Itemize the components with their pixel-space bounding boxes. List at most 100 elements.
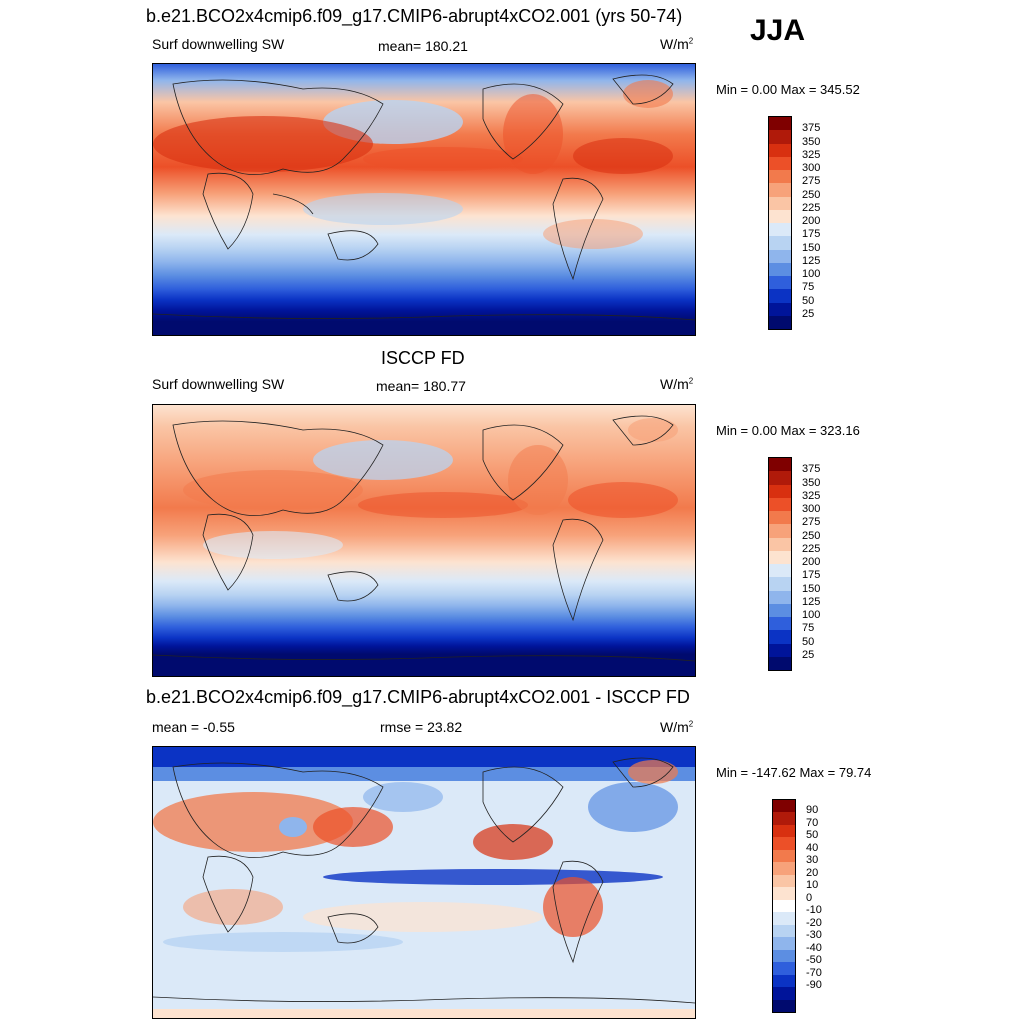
mean-label: mean = -0.55 <box>152 719 235 735</box>
colorbar-tick-label: 350 <box>802 135 821 148</box>
colorbar-tick-label: 200 <box>802 215 821 227</box>
map-plot-observation <box>152 404 696 677</box>
colorbar-swatch <box>769 537 791 551</box>
colorbar-swatch <box>769 471 791 485</box>
min-max-label: Min = -147.62 Max = 79.74 <box>716 765 872 780</box>
colorbar-swatch <box>769 564 791 578</box>
colorbar-tick-label: 225 <box>802 201 821 214</box>
colorbar-tick-label: 70 <box>806 816 819 829</box>
colorbar-swatch <box>773 999 795 1012</box>
colorbar-tick-label: 175 <box>802 228 821 241</box>
colorbar-swatch <box>769 524 791 538</box>
season-label: JJA <box>750 14 806 47</box>
colorbar-swatch <box>769 315 791 329</box>
colorbar-swatch <box>769 156 791 170</box>
colorbar-swatch <box>773 899 795 913</box>
colorbar-tick-label: 0 <box>806 891 813 904</box>
colorbar-swatch <box>769 276 791 290</box>
colorbar-tick-label: 150 <box>802 582 821 595</box>
colorbar-tick-label: 20 <box>806 866 819 879</box>
colorbar-swatch <box>769 511 791 525</box>
colorbar-swatch <box>773 974 795 988</box>
units-label: W/m2 <box>660 36 694 52</box>
colorbar-swatch <box>773 924 795 938</box>
colorbar-swatch <box>773 949 795 963</box>
colorbar-tick-label: 75 <box>802 622 815 635</box>
colorbar-swatch <box>769 302 791 316</box>
colorbar-swatch <box>769 262 791 276</box>
colorbar-swatch <box>773 800 795 813</box>
colorbar-tick-label: -70 <box>806 966 822 979</box>
colorbar-tick-label: 90 <box>806 804 819 817</box>
colorbar-tick-label: 275 <box>802 175 821 188</box>
colorbar-swatch <box>773 937 795 950</box>
rmse-label: rmse = 23.82 <box>380 719 463 735</box>
colorbar-swatch <box>773 824 795 838</box>
colorbar-tick-label: 325 <box>802 489 821 502</box>
colorbar-swatch <box>769 223 791 237</box>
colorbar-swatch <box>769 458 791 472</box>
colorbar-tick-label: 40 <box>806 841 819 854</box>
colorbar-swatch <box>769 550 791 564</box>
variable-label: Surf downwelling SW <box>152 36 285 52</box>
colorbar-swatch <box>769 497 791 511</box>
colorbar-swatch <box>769 170 791 184</box>
colorbar-tick-label: 25 <box>802 648 815 661</box>
colorbar-swatch <box>773 874 795 888</box>
colorbar-tick-label: 250 <box>802 188 821 201</box>
colorbar-swatch <box>773 812 795 825</box>
map-image <box>153 747 695 1018</box>
colorbar-ticks-difference: 90 70 50 40 30 20 10 0 -10 -20 -30 -40 -50 -70 -90 <box>806 799 866 1011</box>
colorbar-difference <box>772 799 796 1013</box>
colorbar-swatch <box>769 196 791 210</box>
colorbar-swatch <box>769 643 791 657</box>
colorbar-tick-label: 325 <box>802 148 821 161</box>
colorbar-swatch <box>769 590 791 604</box>
colorbar-tick-label: 175 <box>802 569 821 582</box>
colorbar-swatch <box>773 837 795 850</box>
colorbar-swatch <box>769 249 791 263</box>
colorbar-tick-label: 225 <box>802 542 821 555</box>
colorbar-tick-label: 125 <box>802 254 821 267</box>
map-image <box>153 64 695 335</box>
panel-title: b.e21.BCO2x4cmip6.f09_g17.CMIP6-abrupt4x… <box>146 6 683 26</box>
colorbar-tick-label: 350 <box>802 476 821 489</box>
colorbar-ticks-model: 375 350 325 300 275 250 225 200 175 150 125 100 75 50… <box>802 116 862 328</box>
colorbar-tick-label: 100 <box>802 609 821 621</box>
colorbar-tick-label: -90 <box>806 979 822 992</box>
colorbar-swatch <box>769 117 791 131</box>
min-max-label: Min = 0.00 Max = 323.16 <box>716 423 860 438</box>
colorbar-swatch <box>769 617 791 631</box>
colorbar-swatch <box>773 862 795 875</box>
colorbar-tick-label: 125 <box>802 595 821 608</box>
colorbar-tick-label: 10 <box>806 879 819 892</box>
colorbar-swatch <box>769 630 791 644</box>
colorbar-tick-label: 300 <box>802 503 821 515</box>
colorbar-tick-label: 250 <box>802 529 821 542</box>
colorbar-tick-label: 75 <box>802 281 815 294</box>
colorbar-tick-label: 50 <box>802 294 815 307</box>
colorbar-swatch <box>769 289 791 303</box>
map-plot-difference <box>152 746 696 1019</box>
colorbar-tick-label: 50 <box>802 635 815 648</box>
colorbar-observation <box>768 457 792 671</box>
colorbar-swatch <box>773 887 795 900</box>
colorbar-tick-label: 275 <box>802 516 821 529</box>
colorbar-tick-label: 150 <box>802 241 821 254</box>
mean-label: mean= 180.21 <box>378 38 468 54</box>
colorbar-swatch <box>769 484 791 498</box>
colorbar-swatch <box>769 656 791 670</box>
map-plot-model <box>152 63 696 336</box>
colorbar-tick-label: 300 <box>802 162 821 174</box>
colorbar-swatch <box>769 603 791 617</box>
colorbar-swatch <box>773 962 795 975</box>
colorbar-swatch <box>769 236 791 250</box>
colorbar-tick-label: -20 <box>806 916 822 929</box>
colorbar-tick-label: -30 <box>806 929 822 942</box>
colorbar-tick-label: 100 <box>802 268 821 280</box>
colorbar-tick-label: 50 <box>806 829 819 842</box>
colorbar-swatch <box>769 183 791 197</box>
panel-title: ISCCP FD <box>381 348 465 368</box>
mean-label: mean= 180.77 <box>376 378 466 394</box>
colorbar-swatch <box>769 143 791 157</box>
